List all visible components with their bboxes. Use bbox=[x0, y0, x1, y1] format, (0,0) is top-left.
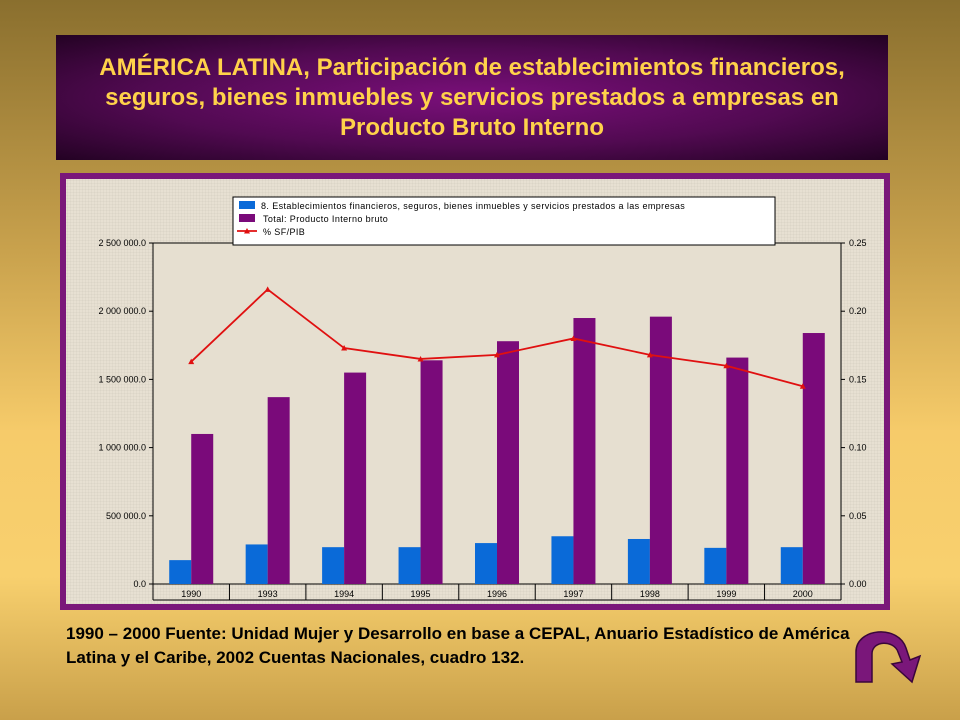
legend-label: 8. Establecimientos financieros, seguros… bbox=[261, 201, 685, 211]
right-tick-label: 0.20 bbox=[849, 306, 867, 316]
bar-financial bbox=[475, 543, 497, 584]
slide-title: AMÉRICA LATINA, Participación de estable… bbox=[99, 53, 845, 141]
right-tick-label: 0.15 bbox=[849, 374, 867, 384]
bar-gdp bbox=[802, 333, 825, 584]
bar-financial bbox=[704, 547, 727, 584]
right-tick-label: 0.05 bbox=[849, 511, 867, 521]
x-tick-label: 1996 bbox=[487, 589, 507, 599]
legend-label: Total: Producto Interno bruto bbox=[263, 214, 388, 224]
line-point bbox=[417, 355, 424, 362]
bar-gdp bbox=[497, 341, 519, 584]
source-note: 1990 – 2000 Fuente: Unidad Mujer y Desar… bbox=[66, 624, 850, 667]
right-tick-label: 0.10 bbox=[849, 443, 867, 453]
line-point bbox=[188, 358, 195, 365]
left-tick-label: 0.0 bbox=[133, 579, 146, 589]
left-tick-label: 2 500 000.0 bbox=[98, 238, 146, 248]
bar-financial bbox=[322, 547, 345, 584]
bar-gdp bbox=[420, 360, 443, 584]
left-tick-label: 1 500 000.0 bbox=[98, 374, 146, 384]
x-tick-label: 1995 bbox=[411, 589, 431, 599]
x-tick-label: 2000 bbox=[793, 589, 813, 599]
bar-gdp bbox=[267, 397, 290, 584]
line-point bbox=[341, 345, 348, 351]
bar-financial bbox=[245, 544, 268, 584]
x-tick-label: 1998 bbox=[640, 589, 660, 599]
left-tick-label: 1 000 000.0 bbox=[98, 443, 146, 453]
curved-arrow-down-icon bbox=[855, 631, 922, 684]
chart-area: 0.0 500 000.0 1 000 000.0 1 500 000.0 2 000 … bbox=[66, 179, 884, 604]
line-point bbox=[723, 362, 730, 369]
x-tick-label: 1997 bbox=[563, 589, 583, 599]
legend-swatch bbox=[239, 201, 255, 209]
right-tick-label: 0.00 bbox=[849, 579, 867, 589]
legend-label: % SF/PIB bbox=[263, 227, 305, 237]
x-tick-label: 1990 bbox=[181, 589, 201, 599]
legend bbox=[232, 196, 776, 246]
bar-financial bbox=[398, 547, 421, 584]
return-button[interactable] bbox=[848, 622, 932, 684]
bar-financial bbox=[551, 536, 574, 584]
legend-marker bbox=[244, 228, 250, 234]
bar-financial bbox=[169, 560, 192, 584]
bar-gdp bbox=[649, 316, 672, 584]
x-tick-label: 1994 bbox=[334, 589, 354, 599]
left-tick-label: 2 000 000.0 bbox=[98, 306, 146, 316]
title-banner: AMÉRICA LATINA, Participación de estable… bbox=[56, 35, 888, 160]
combo-chart: 0.0 500 000.0 1 000 000.0 1 500 000.0 2 000 … bbox=[98, 196, 867, 601]
bar-gdp bbox=[726, 357, 749, 584]
bar-gdp bbox=[573, 318, 596, 584]
x-tick-label: 1999 bbox=[716, 589, 736, 599]
line-point bbox=[264, 286, 271, 292]
line-point bbox=[799, 383, 806, 389]
right-tick-label: 0.25 bbox=[849, 238, 867, 248]
bar-gdp bbox=[344, 372, 367, 584]
line-point bbox=[646, 351, 653, 358]
left-tick-label: 500 000.0 bbox=[106, 511, 146, 521]
chart-frame: 0.0 500 000.0 1 000 000.0 1 500 000.0 2 000 … bbox=[60, 173, 890, 610]
bar-gdp bbox=[191, 433, 214, 584]
line-point bbox=[494, 351, 500, 358]
bar-financial bbox=[780, 547, 803, 584]
x-tick-label: 1993 bbox=[258, 589, 278, 599]
line-point bbox=[570, 335, 577, 341]
legend-swatch bbox=[239, 214, 255, 222]
bar-financial bbox=[627, 538, 650, 584]
